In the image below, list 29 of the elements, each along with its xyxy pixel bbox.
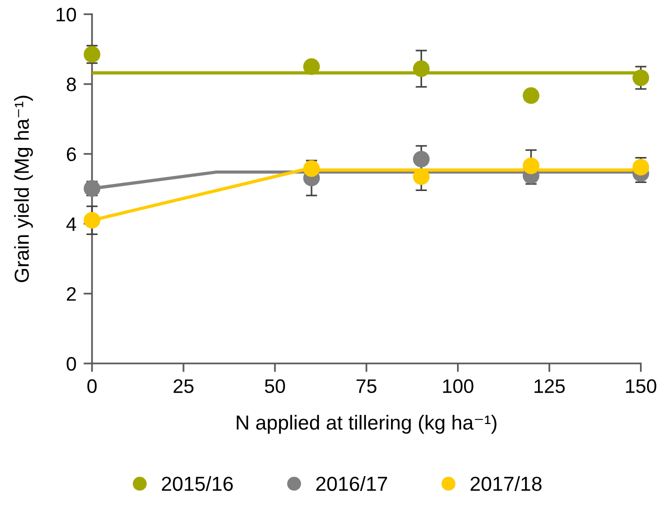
- point: [303, 160, 320, 177]
- point: [84, 180, 100, 197]
- point: [522, 157, 540, 174]
- point: [412, 150, 430, 168]
- x-tick-label: 150: [626, 379, 656, 394]
- y-tick-label: 10: [56, 8, 76, 22]
- legend-label: 2017/18: [470, 476, 542, 491]
- y-tick-label: 6: [66, 147, 76, 162]
- x-tick-label: 25: [174, 379, 194, 394]
- y-axis-title: Grain yield (Mg ha⁻¹): [14, 96, 33, 282]
- x-axis-title: N applied at tillering (kg ha⁻¹): [236, 414, 496, 434]
- point: [84, 212, 100, 229]
- y-tick-label: 4: [66, 217, 76, 231]
- y-tick-label: 8: [66, 78, 76, 92]
- x-tick-label: 75: [356, 379, 376, 394]
- y-tick-label: 2: [66, 287, 76, 301]
- y-tick-label: 0: [66, 356, 76, 371]
- x-tick-label: 100: [443, 379, 474, 394]
- legend-label: 2016/17: [316, 476, 388, 491]
- legend-label: 2015/16: [162, 476, 233, 491]
- x-tick-label: 50: [264, 379, 286, 394]
- point: [412, 168, 430, 185]
- point: [632, 69, 650, 86]
- point: [522, 87, 540, 104]
- point: [303, 58, 320, 75]
- point: [84, 46, 100, 63]
- x-tick-label: 125: [534, 379, 565, 394]
- x-tick-label: 0: [87, 379, 97, 394]
- point: [412, 60, 430, 78]
